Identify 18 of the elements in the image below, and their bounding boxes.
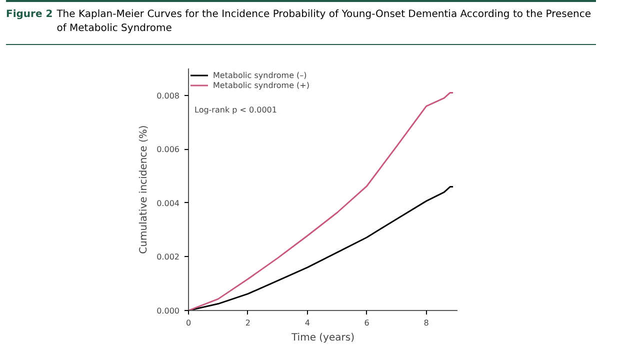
y-tick-label: 0.000: [156, 306, 180, 316]
x-tick-label: 8: [424, 318, 429, 328]
x-tick-label: 2: [245, 318, 250, 328]
line-series: [188, 92, 454, 310]
y-tick-label: 0.004: [156, 198, 180, 208]
y-tick-label: 0.002: [156, 252, 180, 262]
y-tick-label: 0.006: [156, 145, 180, 154]
annotation: Log-rank p < 0.0001: [194, 106, 277, 114]
x-axis-title: Time (years): [290, 332, 355, 344]
chart-title: The Kaplan-Meier Curves for the Incidence Probability of Young-Onset Dementia According to the Presence of Metabolic Syndrome: [56, 8, 592, 36]
legend-label: Metabolic syndrome (+): [213, 80, 310, 90]
y-axis-title: Cumulative incidence (%): [138, 125, 150, 254]
legend-label: Metabolic syndrome (–): [213, 70, 307, 80]
x-tick-label: 4: [304, 318, 310, 328]
x-tick-label: 0: [186, 318, 192, 328]
y-tick-label: 0.008: [156, 91, 180, 100]
caption: Figure 2: [6, 8, 53, 22]
x-tick-label: 6: [364, 318, 370, 328]
